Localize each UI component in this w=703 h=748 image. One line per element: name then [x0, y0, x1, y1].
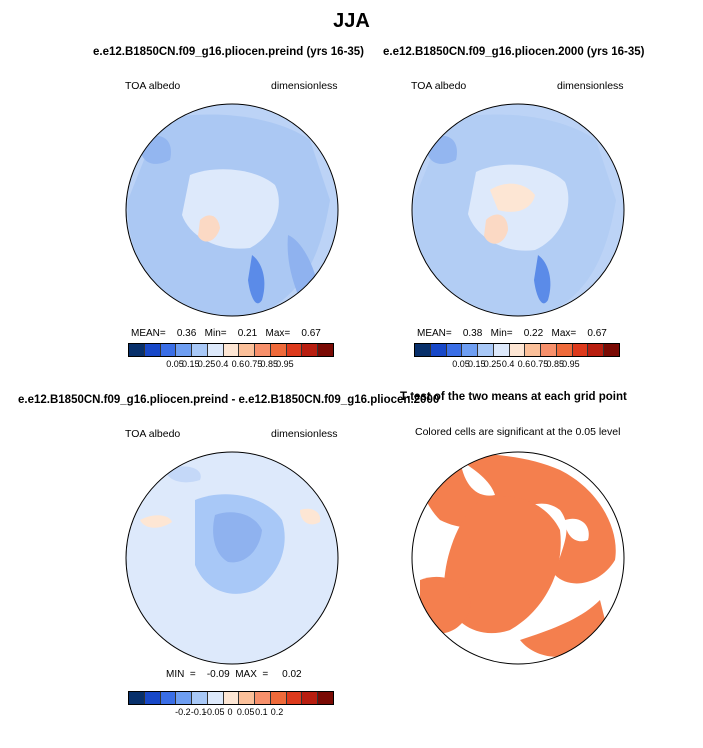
colorbar-panel3-swatch	[270, 692, 287, 704]
colorbar-panel3-swatch	[223, 692, 240, 704]
map4-border	[411, 451, 625, 665]
colorbar-panel2-swatch	[604, 344, 619, 356]
colorbar-panel1-swatch	[255, 344, 271, 356]
figure-title: JJA	[333, 10, 370, 32]
colorbar-panel2-swatch	[493, 344, 510, 356]
colorbar-panel1-tick-label: 0.25	[197, 359, 216, 369]
map3-border	[125, 451, 339, 665]
colorbar-panel2-tick-label: 0.95	[562, 359, 580, 369]
colorbar-panel1-swatch	[192, 344, 208, 356]
colorbar-panel1-tick-label: 0.15	[182, 359, 200, 369]
panel3-units-label: dimensionless	[271, 428, 338, 440]
colorbar-panel2-tick-label: 0.15	[468, 359, 486, 369]
colorbar-panel3-tick-label: 0.2	[270, 707, 284, 717]
colorbar-panel1-tick-label: 0.05	[166, 359, 184, 369]
colorbar-panel2-tick-label: 0.25	[483, 359, 502, 369]
panel1-variable-label: TOA albedo	[125, 80, 181, 92]
panel3-stats: MIN = -0.09 MAX = 0.02	[166, 669, 302, 680]
colorbar-panel2	[414, 343, 620, 357]
colorbar-panel1-swatch	[270, 344, 287, 356]
colorbar-panel1-tick-label: 0.85	[260, 359, 278, 369]
colorbar-panel2-swatch	[430, 344, 447, 356]
colorbar-panel3-swatch	[302, 692, 319, 704]
colorbar-panel1-swatch	[129, 344, 145, 356]
colorbar-panel1-swatch	[223, 344, 240, 356]
colorbar-panel3-swatch	[160, 692, 177, 704]
colorbar-panel1-swatch	[207, 344, 224, 356]
colorbar-panel2-tick-label: 0.6	[517, 359, 531, 369]
panel1-units-label: dimensionless	[271, 80, 338, 92]
map1-border	[125, 103, 339, 317]
colorbar-panel3	[128, 691, 334, 705]
panel2-units-label: dimensionless	[557, 80, 624, 92]
panel1-stats: MEAN= 0.36 Min= 0.21 Max= 0.67	[131, 328, 321, 339]
colorbar-panel1-tick-label: 0.75	[244, 359, 263, 369]
colorbar-panel1-swatch	[286, 344, 303, 356]
panel2-stats: MEAN= 0.38 Min= 0.22 Max= 0.67	[417, 328, 607, 339]
colorbar-panel2-swatch	[541, 344, 557, 356]
colorbar-panel3-tick-label: 0.1	[255, 707, 268, 717]
colorbar-panel1-swatch	[176, 344, 193, 356]
colorbar-panel1-swatch	[239, 344, 256, 356]
panel4-title: T-test of the two means at each grid poi…	[400, 391, 627, 403]
colorbar-panel2-swatch	[415, 344, 431, 356]
colorbar-panel3-swatch	[144, 692, 161, 704]
colorbar-panel2-swatch	[478, 344, 494, 356]
colorbar-panel3-swatch	[239, 692, 256, 704]
panel3-variable-label: TOA albedo	[125, 428, 181, 440]
panel4-subtitle: Colored cells are significant at the 0.0…	[415, 426, 621, 438]
colorbar-panel3-tick-label: -0.05	[204, 707, 225, 717]
colorbar-panel1-swatch	[144, 344, 161, 356]
colorbar-panel2-swatch	[556, 344, 573, 356]
colorbar-panel3-swatch	[207, 692, 224, 704]
map3-field	[126, 452, 338, 664]
colorbar-panel1-swatch	[160, 344, 177, 356]
colorbar-panel3-swatch	[286, 692, 303, 704]
colorbar-panel2-swatch	[446, 344, 463, 356]
colorbar-panel1-swatch	[318, 344, 333, 356]
colorbar-panel3-swatch	[129, 692, 145, 704]
colorbar-panel1-swatch	[302, 344, 319, 356]
colorbar-panel1	[128, 343, 334, 357]
colorbar-panel3-swatch	[176, 692, 193, 704]
colorbar-panel1-tick-label: 0.4	[215, 359, 229, 369]
colorbar-panel3-tick-label: 0	[227, 707, 233, 717]
colorbar-panel3-swatch	[318, 692, 333, 704]
panel1-title: e.e12.B1850CN.f09_g16.pliocen.preind (yr…	[93, 46, 365, 58]
colorbar-panel3-tick-label: 0.05	[236, 707, 255, 717]
colorbar-panel2-swatch	[588, 344, 605, 356]
colorbar-panel3-tick-label: -0.1	[190, 707, 207, 717]
colorbar-panel3-swatch	[192, 692, 208, 704]
colorbar-panel3-tick-label: -0.2	[175, 707, 191, 717]
colorbar-panel2-swatch	[509, 344, 526, 356]
colorbar-panel2-tick-label: 0.75	[530, 359, 549, 369]
map4-field	[412, 452, 624, 664]
panel2-variable-label: TOA albedo	[411, 80, 467, 92]
panel3-title: e.e12.B1850CN.f09_g16.pliocen.preind - e…	[18, 394, 440, 406]
map2-border	[411, 103, 625, 317]
colorbar-panel2-tick-label: 0.85	[546, 359, 564, 369]
colorbar-panel1-tick-label: 0.95	[276, 359, 294, 369]
colorbar-panel1-tick-label: 0.6	[231, 359, 245, 369]
colorbar-panel2-tick-label: 0.4	[501, 359, 515, 369]
map1-field	[126, 104, 338, 316]
colorbar-panel2-swatch	[525, 344, 542, 356]
map2-field	[412, 104, 624, 316]
colorbar-panel2-tick-label: 0.05	[452, 359, 470, 369]
colorbar-panel3-swatch	[255, 692, 271, 704]
panel2-title: e.e12.B1850CN.f09_g16.pliocen.2000 (yrs …	[383, 46, 645, 58]
colorbar-panel2-swatch	[572, 344, 589, 356]
colorbar-panel2-swatch	[462, 344, 479, 356]
